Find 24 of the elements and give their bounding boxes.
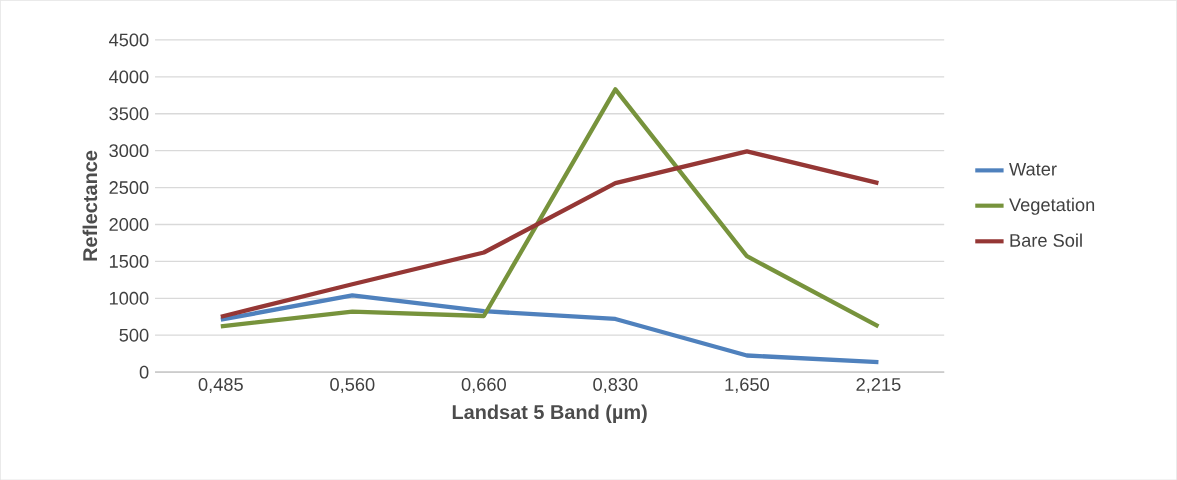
x-tick-label: 0,660 — [461, 377, 506, 393]
y-axis-title: Reflectance — [82, 150, 98, 261]
x-tick-label: 0,560 — [330, 377, 375, 393]
legend-label: Vegetation — [1009, 197, 1095, 215]
y-tick-label: 1000 — [109, 291, 149, 305]
x-axis-title: Landsat 5 Band (µm) — [452, 404, 647, 423]
y-tick-label: 1500 — [109, 254, 149, 268]
x-tick-label: 2,215 — [856, 377, 901, 393]
x-tick-label: 1,650 — [725, 377, 770, 393]
line-series — [218, 149, 881, 319]
y-tick-label: 4000 — [108, 70, 149, 84]
x-tick-label: 0,485 — [198, 377, 243, 393]
x-tick-label: 0,830 — [593, 377, 638, 393]
y-tick-label: 3500 — [109, 107, 149, 121]
legend-label: Water — [1009, 162, 1057, 176]
line-series — [218, 293, 881, 365]
legend-label: Bare Soil — [1010, 233, 1082, 247]
y-tick-label: 2000 — [109, 217, 149, 231]
y-tick-label: 2500 — [109, 180, 149, 194]
y-tick-label: 500 — [119, 328, 149, 342]
y-tick-label: 4500 — [108, 33, 149, 47]
line-series — [218, 87, 881, 329]
y-tick-label: 0 — [139, 365, 149, 379]
y-tick-label: 3000 — [109, 144, 149, 157]
